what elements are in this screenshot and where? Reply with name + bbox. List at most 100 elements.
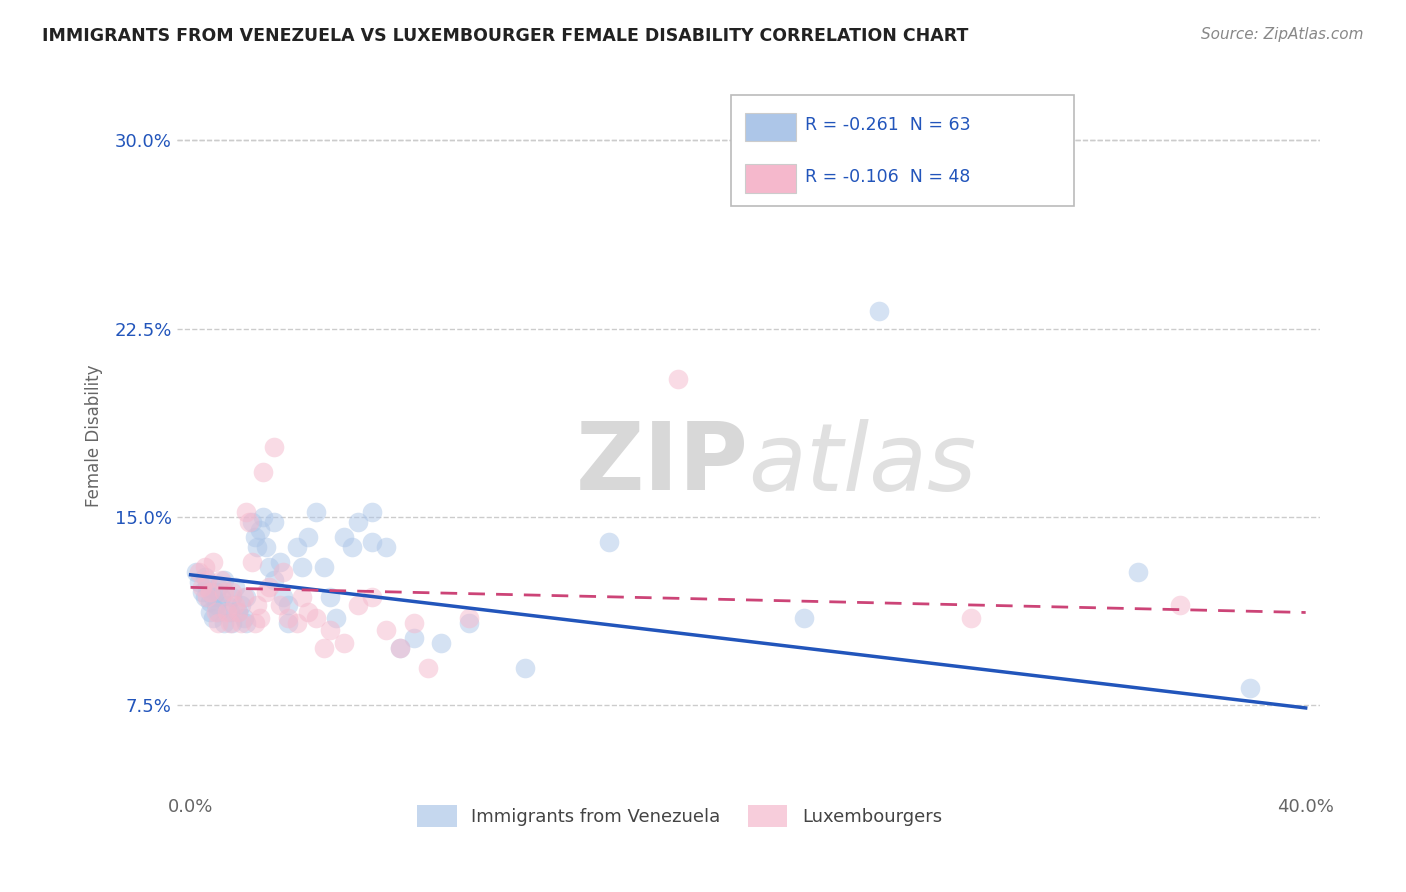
Point (190, 580, 212, 594)
Point (218, 606, 240, 620)
Point (221, 585, 243, 599)
Point (374, 540, 396, 554)
Point (218, 615, 240, 630)
Point (333, 635, 356, 649)
Point (263, 515, 285, 529)
Point (254, 585, 277, 599)
Point (297, 606, 319, 620)
Point (193, 570, 215, 584)
Point (305, 505, 328, 519)
Point (271, 566, 294, 580)
Point (224, 598, 246, 612)
Point (458, 610, 481, 624)
Point (285, 615, 308, 630)
Point (187, 566, 209, 580)
Point (207, 580, 229, 594)
Point (226, 606, 249, 620)
Point (360, 591, 382, 605)
Point (285, 540, 308, 554)
Point (325, 610, 347, 624)
Point (513, 661, 536, 675)
Point (204, 598, 226, 612)
Point (243, 530, 266, 544)
Point (416, 661, 439, 675)
Point (207, 615, 229, 630)
Point (195, 591, 218, 605)
Bar (745, 164, 796, 193)
FancyBboxPatch shape (731, 95, 1074, 206)
Point (598, 535, 620, 549)
Point (1239, 681, 1261, 695)
Point (257, 560, 280, 574)
Point (374, 623, 396, 637)
Point (204, 585, 226, 599)
Point (319, 591, 342, 605)
Point (186, 566, 208, 580)
Bar (745, 112, 796, 141)
Point (319, 623, 342, 637)
Point (238, 515, 260, 529)
Point (193, 560, 215, 574)
Text: atlas: atlas (748, 418, 976, 509)
Point (342, 540, 364, 554)
Point (235, 505, 257, 519)
Point (209, 573, 232, 587)
Y-axis label: Female Disability: Female Disability (86, 364, 103, 507)
Point (215, 598, 238, 612)
Point (277, 610, 299, 624)
Point (271, 591, 294, 605)
Point (388, 640, 411, 655)
Point (297, 530, 319, 544)
Text: IMMIGRANTS FROM VENEZUELA VS LUXEMBOURGER FEMALE DISABILITY CORRELATION CHART: IMMIGRANTS FROM VENEZUELA VS LUXEMBOURGE… (42, 27, 969, 45)
Point (305, 610, 328, 624)
Point (269, 598, 291, 612)
Point (187, 575, 209, 590)
Point (195, 580, 218, 594)
Point (198, 606, 221, 620)
Point (347, 598, 370, 612)
Point (246, 540, 269, 554)
Point (232, 591, 254, 605)
Point (243, 615, 266, 630)
Point (263, 573, 285, 587)
Point (252, 465, 274, 479)
Point (232, 610, 254, 624)
Point (269, 555, 291, 569)
Legend: Immigrants from Venezuela, Luxembourgers: Immigrants from Venezuela, Luxembourgers (411, 798, 949, 834)
Point (291, 560, 314, 574)
Point (668, 372, 690, 386)
Point (291, 591, 314, 605)
Text: ZIP: ZIP (575, 418, 748, 510)
Point (1168, 598, 1191, 612)
Point (388, 640, 411, 655)
Point (215, 606, 238, 620)
Point (204, 606, 226, 620)
Point (235, 615, 257, 630)
Point (224, 580, 246, 594)
Point (212, 573, 235, 587)
Point (229, 598, 252, 612)
Point (195, 573, 218, 587)
Point (240, 515, 263, 529)
Point (314, 560, 336, 574)
Point (868, 304, 890, 318)
Point (254, 540, 277, 554)
Point (212, 615, 235, 630)
Point (209, 591, 232, 605)
Point (246, 598, 269, 612)
Point (221, 591, 243, 605)
Point (430, 635, 453, 649)
Point (207, 606, 229, 620)
Point (347, 515, 370, 529)
Point (201, 610, 224, 624)
Point (263, 440, 285, 454)
Point (190, 585, 212, 599)
Text: R = -0.261  N = 63: R = -0.261 N = 63 (806, 116, 972, 135)
Point (201, 591, 224, 605)
Point (277, 598, 299, 612)
Point (360, 505, 382, 519)
Point (235, 591, 257, 605)
Point (249, 523, 271, 537)
Point (240, 555, 263, 569)
Point (221, 615, 243, 630)
